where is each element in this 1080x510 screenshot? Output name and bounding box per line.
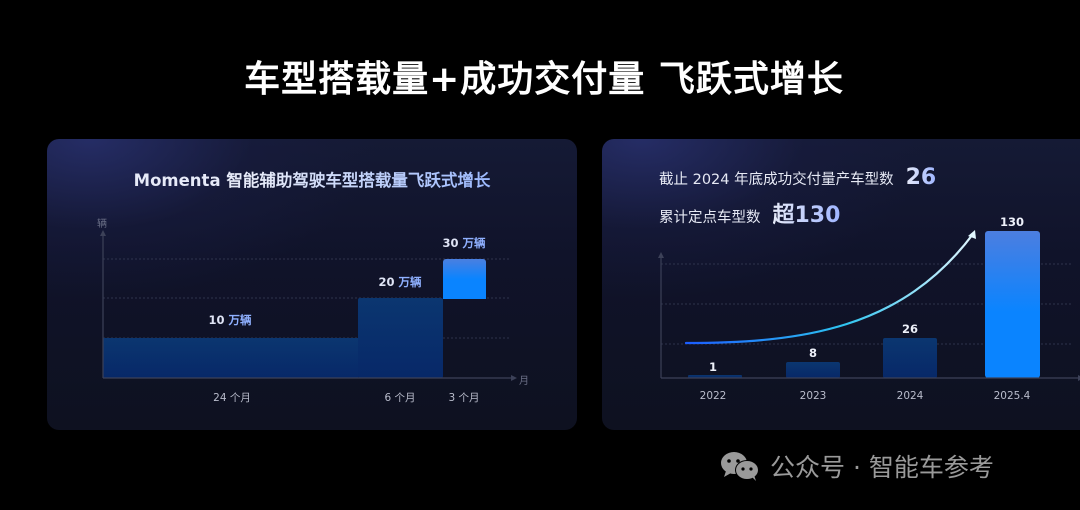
bar-value-label: 130 — [999, 215, 1025, 229]
designated-models-stat: 累计定点车型数 超130 — [659, 197, 840, 229]
bar-value-label: 20 万辆 — [378, 275, 422, 289]
bar-2025-4 — [985, 231, 1040, 378]
y-axis-arrow — [100, 230, 106, 236]
x-axis-arrow — [511, 375, 517, 381]
bar-24-months — [103, 338, 358, 378]
panel-title: Momenta 智能辅助驾驶车型搭载量飞跃式增长 — [47, 167, 577, 191]
bar-value-label: 10 万辆 — [208, 313, 252, 327]
x-tick-label: 2023 — [799, 390, 827, 402]
x-tick-label: 3 个月 — [448, 392, 480, 404]
bar-2024 — [883, 338, 937, 378]
y-axis-unit: 辆 — [97, 219, 107, 230]
bar-2022 — [688, 375, 742, 378]
vehicle-models-chart — [658, 230, 1080, 381]
watermark: 公众号 · 智能车参考 — [718, 448, 994, 484]
gridlines — [661, 263, 1072, 345]
designated-models-value: 超130 — [773, 197, 841, 229]
x-axis-unit: 月 — [519, 376, 529, 387]
wechat-icon — [721, 452, 759, 481]
x-tick-label: 24 个月 — [213, 392, 251, 404]
page-title: 车型搭载量+成功交付量 飞跃式增长 — [244, 59, 844, 100]
bar-value-label: 26 — [901, 322, 919, 336]
mounting-volume-panel: Momenta 智能辅助驾驶车型搭载量飞跃式增长 — [47, 139, 577, 430]
vehicle-models-panel: 截止 2024 年底成功交付量产车型数 26 累计定点车型数 超130 — [602, 139, 1080, 430]
x-tick-label: 2024 — [896, 390, 924, 402]
delivered-models-stat: 截止 2024 年底成功交付量产车型数 26 — [659, 165, 937, 190]
bar-value-label: 8 — [808, 346, 818, 360]
watermark-text: 公众号 · 智能车参考 — [770, 453, 994, 482]
x-tick-label: 2025.4 — [993, 390, 1031, 402]
mounting-volume-chart — [100, 230, 517, 381]
x-tick-label: 2022 — [699, 390, 727, 402]
bar-6-months — [358, 298, 443, 378]
bar-2023 — [786, 362, 840, 378]
y-axis-arrow — [658, 252, 664, 258]
delivered-models-value: 26 — [905, 165, 937, 190]
growth-arrow-head — [968, 230, 976, 239]
bar-value-label: 1 — [708, 360, 718, 374]
x-tick-label: 6 个月 — [384, 392, 416, 404]
growth-curve — [684, 232, 975, 345]
bar-value-label: 30 万辆 — [442, 236, 486, 250]
